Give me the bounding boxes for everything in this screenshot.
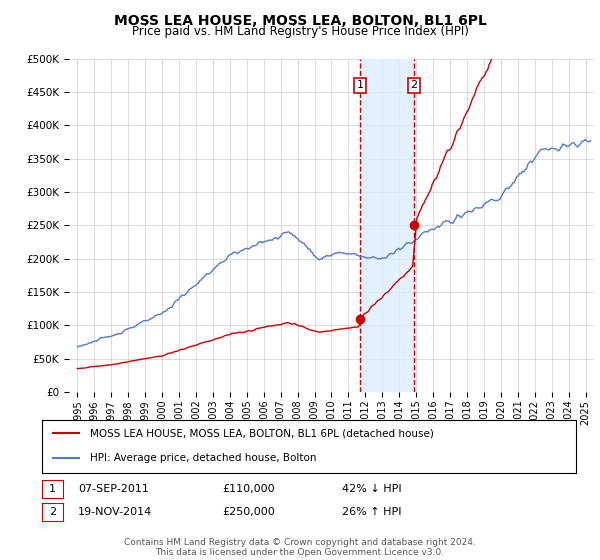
Text: 42% ↓ HPI: 42% ↓ HPI xyxy=(342,484,401,494)
Text: 2: 2 xyxy=(410,81,418,91)
Text: HPI: Average price, detached house, Bolton: HPI: Average price, detached house, Bolt… xyxy=(90,453,317,463)
Text: MOSS LEA HOUSE, MOSS LEA, BOLTON, BL1 6PL (detached house): MOSS LEA HOUSE, MOSS LEA, BOLTON, BL1 6P… xyxy=(90,428,434,438)
Text: 26% ↑ HPI: 26% ↑ HPI xyxy=(342,507,401,517)
Text: 2: 2 xyxy=(49,507,56,517)
Text: 19-NOV-2014: 19-NOV-2014 xyxy=(78,507,152,517)
Text: £250,000: £250,000 xyxy=(222,507,275,517)
Text: 07-SEP-2011: 07-SEP-2011 xyxy=(78,484,149,494)
Text: 1: 1 xyxy=(49,484,56,494)
Bar xyxy=(360,59,414,392)
Text: Contains HM Land Registry data © Crown copyright and database right 2024.
This d: Contains HM Land Registry data © Crown c… xyxy=(124,538,476,557)
Text: 1: 1 xyxy=(356,81,364,91)
Text: MOSS LEA HOUSE, MOSS LEA, BOLTON, BL1 6PL: MOSS LEA HOUSE, MOSS LEA, BOLTON, BL1 6P… xyxy=(113,14,487,28)
Text: Price paid vs. HM Land Registry's House Price Index (HPI): Price paid vs. HM Land Registry's House … xyxy=(131,25,469,38)
Text: £110,000: £110,000 xyxy=(222,484,275,494)
